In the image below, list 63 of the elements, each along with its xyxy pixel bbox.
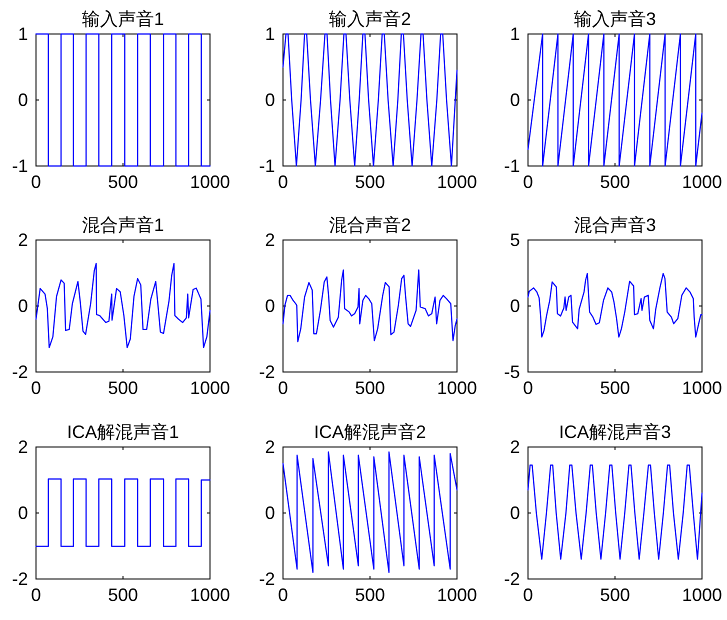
x-tick-label: 1000 bbox=[436, 378, 478, 398]
chart-title: ICA解混声音2 bbox=[314, 422, 426, 442]
x-tick-label: 0 bbox=[30, 172, 42, 192]
x-tick-label: 1000 bbox=[682, 585, 722, 605]
chart-title: 输入声音1 bbox=[82, 9, 164, 29]
y-tick-label: 0 bbox=[18, 503, 28, 523]
y-tick-label: -1 bbox=[12, 156, 28, 176]
y-tick-label: 2 bbox=[510, 437, 520, 457]
y-tick-label: 2 bbox=[264, 230, 275, 250]
x-tick-label: 500 bbox=[600, 585, 630, 605]
y-tick-label: -2 bbox=[12, 569, 28, 589]
y-tick-label: 0 bbox=[510, 90, 520, 110]
y-tick-label: 0 bbox=[18, 90, 28, 110]
x-tick-label: 500 bbox=[600, 172, 630, 192]
x-tick-label: 0 bbox=[30, 378, 42, 398]
x-tick-label: 0 bbox=[278, 172, 288, 192]
y-tick-label: -2 bbox=[258, 569, 275, 589]
y-tick-label: 5 bbox=[510, 230, 520, 250]
y-tick-label: -1 bbox=[504, 156, 520, 176]
x-tick-label: 1000 bbox=[190, 378, 230, 398]
x-tick-label: 500 bbox=[354, 585, 386, 605]
chart-title: 混合声音2 bbox=[328, 215, 412, 235]
y-tick-label: 0 bbox=[510, 503, 520, 523]
y-tick-label: 1 bbox=[264, 24, 275, 44]
y-tick-label: -1 bbox=[258, 156, 275, 176]
x-tick-label: 500 bbox=[108, 172, 138, 192]
y-tick-label: 0 bbox=[18, 296, 28, 316]
x-tick-label: 0 bbox=[522, 172, 534, 192]
y-tick-label: 2 bbox=[18, 230, 28, 250]
chart-title: 输入声音2 bbox=[328, 9, 412, 29]
y-tick-label: 2 bbox=[264, 437, 275, 457]
chart-title: 输入声音3 bbox=[574, 9, 656, 29]
x-tick-label: 500 bbox=[354, 378, 386, 398]
y-tick-label: 2 bbox=[18, 437, 28, 457]
chart-title: 混合声音1 bbox=[82, 215, 164, 235]
y-tick-label: 1 bbox=[510, 24, 520, 44]
y-tick-label: 0 bbox=[264, 90, 275, 110]
y-tick-label: 0 bbox=[264, 503, 275, 523]
x-tick-label: 500 bbox=[354, 172, 386, 192]
x-tick-label: 0 bbox=[522, 378, 534, 398]
x-tick-label: 1000 bbox=[436, 585, 478, 605]
y-tick-label: -2 bbox=[258, 362, 275, 382]
x-tick-label: 0 bbox=[278, 378, 288, 398]
chart-title: ICA解混声音1 bbox=[66, 422, 180, 442]
y-tick-label: 0 bbox=[510, 296, 520, 316]
x-tick-label: 500 bbox=[600, 378, 630, 398]
chart-title: ICA解混声音3 bbox=[558, 422, 672, 442]
x-tick-label: 1000 bbox=[436, 172, 478, 192]
y-tick-label: 1 bbox=[18, 24, 28, 44]
y-tick-label: -2 bbox=[12, 362, 28, 382]
chart-title: 混合声音3 bbox=[574, 215, 656, 235]
x-tick-label: 1000 bbox=[190, 585, 230, 605]
x-tick-label: 500 bbox=[108, 585, 138, 605]
x-tick-label: 0 bbox=[278, 585, 288, 605]
y-tick-label: -2 bbox=[504, 569, 520, 589]
x-tick-label: 0 bbox=[30, 585, 42, 605]
x-tick-label: 1000 bbox=[190, 172, 230, 192]
x-tick-label: 500 bbox=[108, 378, 138, 398]
x-tick-label: 1000 bbox=[682, 172, 722, 192]
x-tick-label: 1000 bbox=[682, 378, 722, 398]
y-tick-label: 0 bbox=[264, 296, 275, 316]
y-tick-label: -5 bbox=[504, 362, 520, 382]
x-tick-label: 0 bbox=[522, 585, 534, 605]
